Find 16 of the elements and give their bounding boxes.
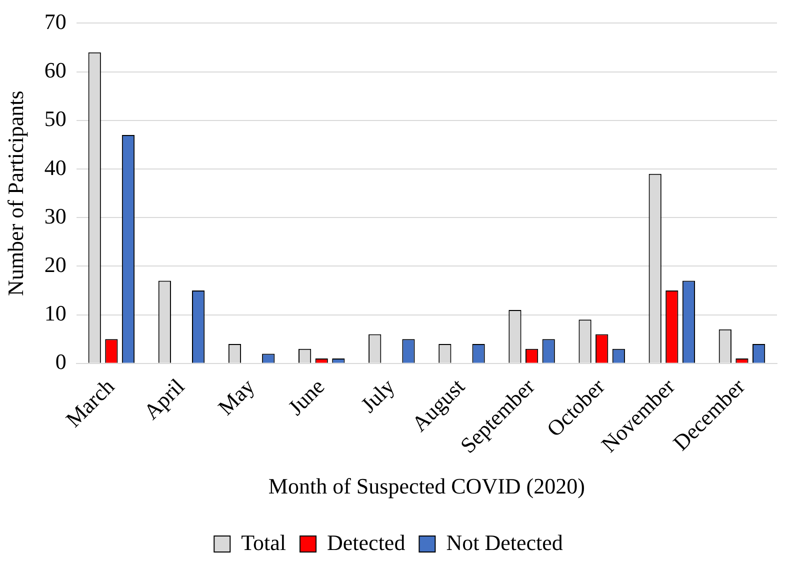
y-axis-title: Number of Participants: [2, 90, 28, 296]
y-tick-label: 60: [44, 58, 66, 83]
legend-label: Detected: [327, 530, 406, 555]
y-tick-label: 0: [55, 349, 66, 374]
y-tick-label: 30: [44, 203, 66, 228]
x-axis-title: Month of Suspected COVID (2020): [268, 474, 585, 499]
legend-label: Total: [241, 530, 286, 555]
y-tick-label: 20: [44, 252, 66, 277]
y-tick-label: 50: [44, 106, 66, 132]
x-tick-label: May: [212, 374, 260, 420]
y-tick-label: 70: [44, 8, 66, 34]
y-tick-label: 10: [44, 300, 66, 326]
x-tick-label: July: [356, 374, 400, 418]
y-tick-label: 40: [44, 154, 66, 180]
legend-label: Not Detected: [446, 530, 563, 555]
x-tick-label: June: [283, 374, 330, 420]
